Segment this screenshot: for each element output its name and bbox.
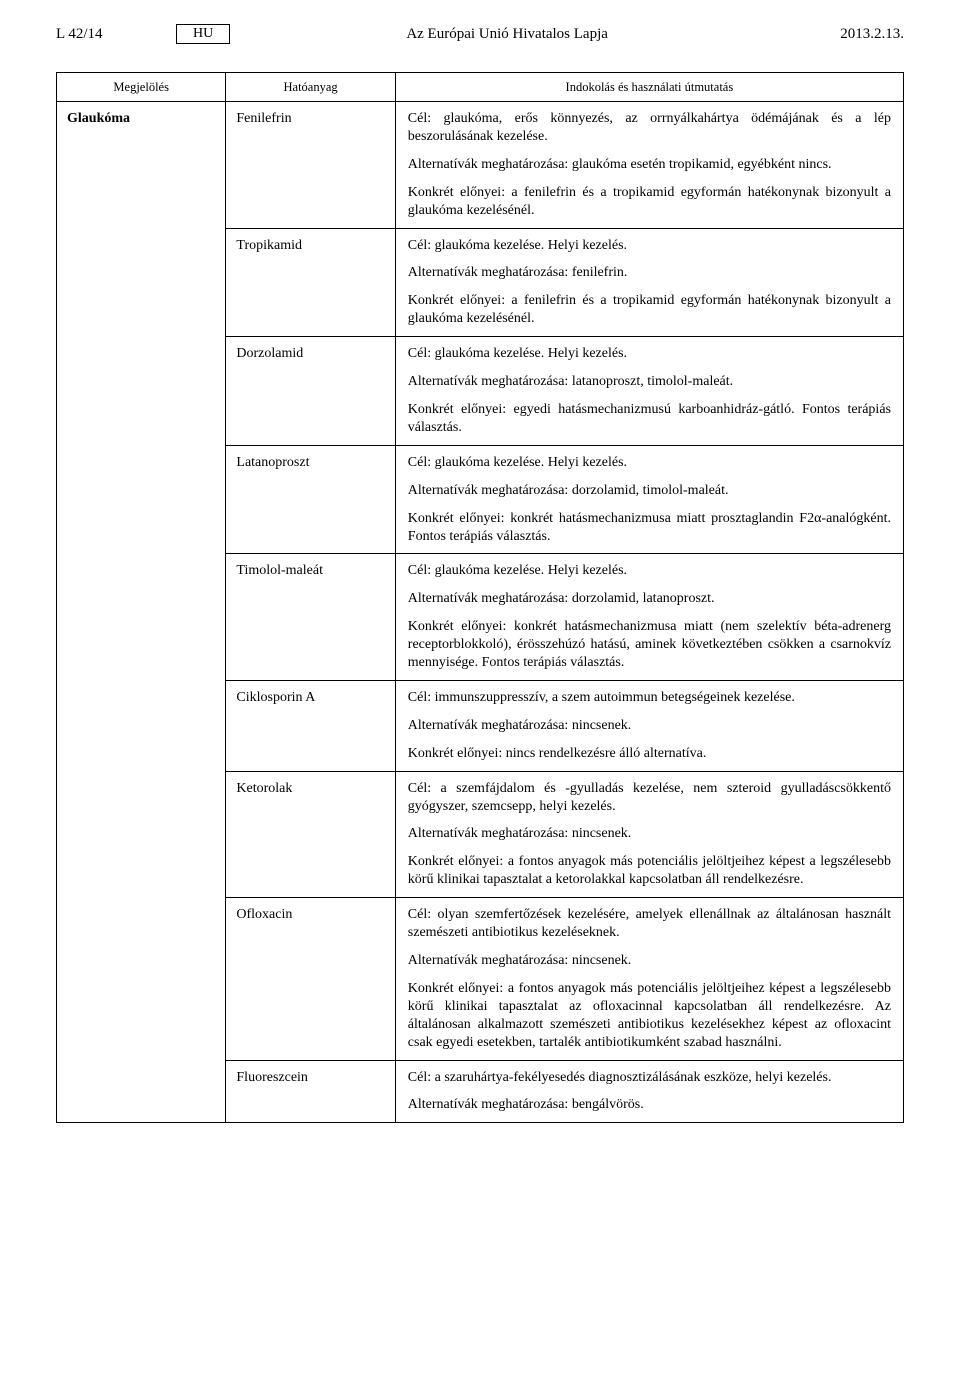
table-header-row: Megjelölés Hatóanyag Indokolás és haszná… (57, 73, 904, 102)
justification-paragraph: Alternatívák meghatározása: nincsenek. (408, 717, 891, 735)
justification-paragraph: Cél: glaukóma kezelése. Helyi kezelés. (408, 237, 891, 255)
cell-substance: Ofloxacin (226, 898, 395, 1060)
justification-paragraph: Konkrét előnyei: konkrét hatásmechanizmu… (408, 618, 891, 672)
page-header: L 42/14 HU Az Európai Unió Hivatalos Lap… (56, 24, 904, 44)
justification-paragraph: Konkrét előnyei: a fontos anyagok más po… (408, 980, 891, 1052)
justification-paragraph: Cél: glaukóma kezelése. Helyi kezelés. (408, 454, 891, 472)
th-substance: Hatóanyag (226, 73, 395, 102)
justification-paragraph: Cél: a szaruhártya-fekélyesedés diagnosz… (408, 1069, 891, 1087)
cell-substance: Tropikamid (226, 228, 395, 337)
cell-substance: Ciklosporin A (226, 680, 395, 771)
justification-paragraph: Cél: glaukóma kezelése. Helyi kezelés. (408, 345, 891, 363)
cell-substance: Dorzolamid (226, 337, 395, 446)
header-lang-wrap: HU (176, 24, 230, 44)
table-row: GlaukómaFenilefrinCél: glaukóma, erős kö… (57, 102, 904, 229)
justification-paragraph: Alternatívák meghatározása: dorzolamid, … (408, 590, 891, 608)
th-justification: Indokolás és használati útmutatás (395, 73, 903, 102)
cell-justification: Cél: olyan szemfertőzések kezelésére, am… (395, 898, 903, 1060)
justification-paragraph: Alternatívák meghatározása: glaukóma ese… (408, 156, 891, 174)
justification-paragraph: Konkrét előnyei: konkrét hatásmechanizmu… (408, 510, 891, 546)
justification-paragraph: Konkrét előnyei: a fenilefrin és a tropi… (408, 292, 891, 328)
cell-justification: Cél: glaukóma kezelése. Helyi kezelés. Al… (395, 445, 903, 554)
main-table: Megjelölés Hatóanyag Indokolás és haszná… (56, 72, 904, 1123)
cell-substance: Fenilefrin (226, 102, 395, 229)
cell-designation: Glaukóma (57, 102, 226, 1123)
justification-paragraph: Alternatívák meghatározása: nincsenek. (408, 952, 891, 970)
th-designation: Megjelölés (57, 73, 226, 102)
justification-paragraph: Konkrét előnyei: a fontos anyagok más po… (408, 853, 891, 889)
cell-justification: Cél: a szemfájdalom és -gyulladás kezelé… (395, 771, 903, 898)
justification-paragraph: Alternatívák meghatározása: latanoproszt… (408, 373, 891, 391)
cell-substance: Timolol-maleát (226, 554, 395, 681)
justification-paragraph: Alternatívák meghatározása: fenilefrin. (408, 264, 891, 282)
header-lang: HU (176, 24, 230, 44)
justification-paragraph: Alternatívák meghatározása: dorzolamid, … (408, 482, 891, 500)
table-body: GlaukómaFenilefrin Cél: glaukóma, erős kö… (57, 102, 904, 1123)
header-center: Az Európai Unió Hivatalos Lapja (230, 26, 784, 43)
justification-paragraph: Alternatívák meghatározása: bengálvörös. (408, 1096, 891, 1114)
cell-substance: Latanoproszt (226, 445, 395, 554)
justification-paragraph: Cél: glaukóma, erős könnyezés, az orrnyá… (408, 110, 891, 146)
justification-paragraph: Cél: immunszuppresszív, a szem autoimmun… (408, 689, 891, 707)
header-left: L 42/14 (56, 26, 176, 43)
cell-justification: Cél: immunszuppresszív, a szem autoimmun… (395, 680, 903, 771)
page: L 42/14 HU Az Európai Unió Hivatalos Lap… (0, 0, 960, 1386)
cell-substance: Ketorolak (226, 771, 395, 898)
cell-justification: Cél: glaukóma kezelése. Helyi kezelés. Al… (395, 554, 903, 681)
justification-paragraph: Konkrét előnyei: nincs rendelkezésre áll… (408, 745, 891, 763)
cell-substance: Fluoreszcein (226, 1060, 395, 1123)
justification-paragraph: Konkrét előnyei: egyedi hatásmechanizmus… (408, 401, 891, 437)
justification-paragraph: Cél: olyan szemfertőzések kezelésére, am… (408, 906, 891, 942)
cell-justification: Cél: a szaruhártya-fekélyesedés diagnosz… (395, 1060, 903, 1123)
cell-justification: Cél: glaukóma, erős könnyezés, az orrnyá… (395, 102, 903, 229)
justification-paragraph: Konkrét előnyei: a fenilefrin és a tropi… (408, 184, 891, 220)
header-right: 2013.2.13. (784, 26, 904, 43)
justification-paragraph: Cél: a szemfájdalom és -gyulladás kezelé… (408, 780, 891, 816)
justification-paragraph: Alternatívák meghatározása: nincsenek. (408, 825, 891, 843)
justification-paragraph: Cél: glaukóma kezelése. Helyi kezelés. (408, 562, 891, 580)
cell-justification: Cél: glaukóma kezelése. Helyi kezelés. Al… (395, 228, 903, 337)
cell-justification: Cél: glaukóma kezelése. Helyi kezelés. Al… (395, 337, 903, 446)
